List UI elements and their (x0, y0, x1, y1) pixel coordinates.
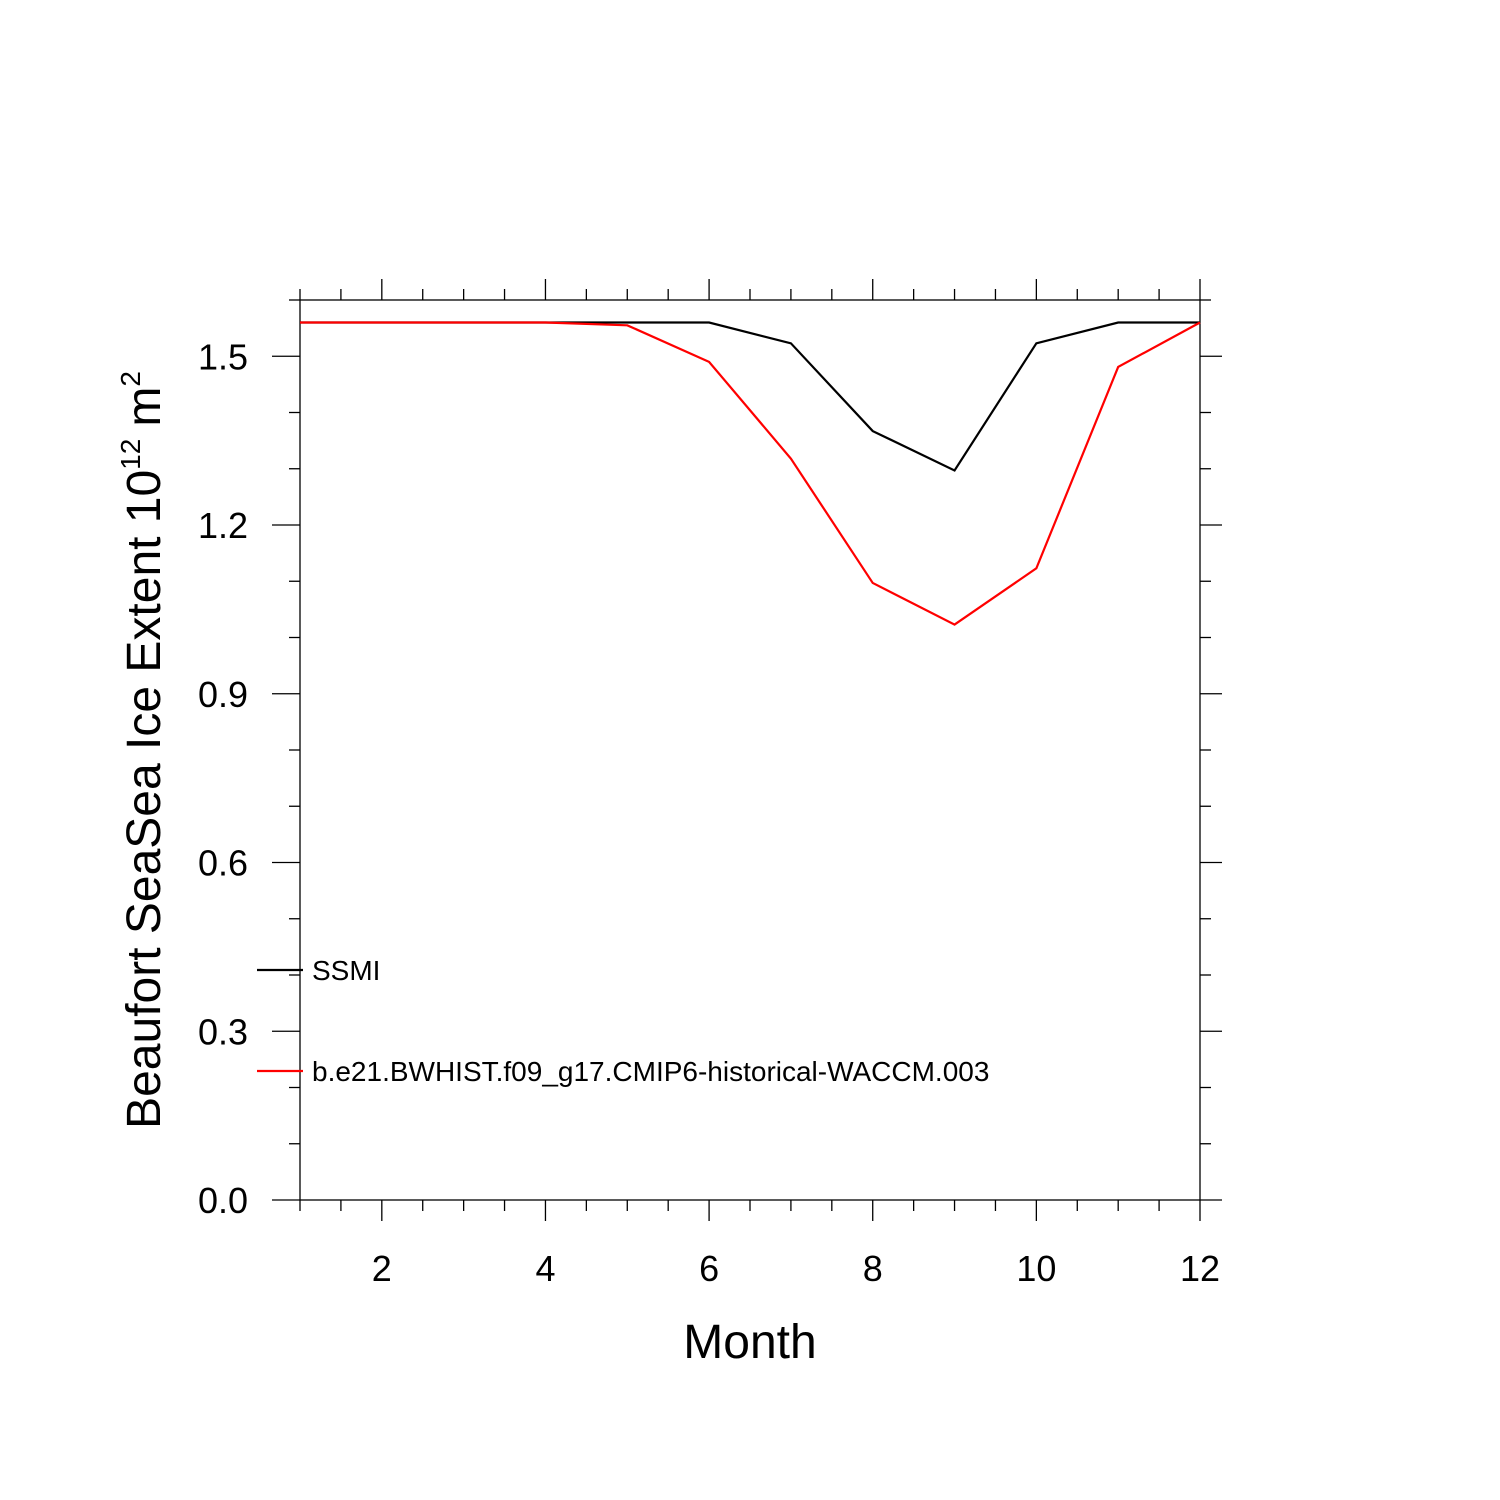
y-tick-label: 0.0 (198, 1180, 248, 1221)
y-axis-title: Beaufort SeaSea Ice Extent 1012 m2 (115, 371, 171, 1129)
x-tick-label: 12 (1180, 1248, 1220, 1289)
x-axis-title: Month (683, 1316, 816, 1369)
legend-label-ssmi: SSMI (312, 955, 380, 986)
x-tick-label: 8 (863, 1248, 883, 1289)
y-tick-label: 0.6 (198, 843, 248, 884)
y-axis-title-unit: m (118, 387, 171, 427)
y-tick-label: 0.3 (198, 1011, 248, 1052)
y-tick-label: 1.2 (198, 505, 248, 546)
plot-frame (299, 299, 1201, 1201)
x-tick-label: 10 (1016, 1248, 1056, 1289)
y-axis-title-exponent: 12 (115, 439, 146, 470)
series-lines (300, 321, 1201, 626)
y-tick-label: 0.9 (198, 674, 248, 715)
x-tick-label: 2 (372, 1248, 392, 1289)
axis-ticks (272, 279, 1222, 1221)
series-line-waccm (300, 321, 1201, 626)
legend: SSMI b.e21.BWHIST.f09_g17.CMIP6-historic… (257, 955, 989, 1087)
series-line-ssmi (300, 321, 1200, 472)
x-tick-label: 4 (535, 1248, 555, 1289)
y-axis-title-main: Beaufort SeaSea Ice Extent 10 (118, 470, 171, 1129)
y-axis-title-unit-exponent: 2 (115, 371, 146, 387)
legend-label-waccm: b.e21.BWHIST.f09_g17.CMIP6-historical-WA… (312, 1056, 989, 1087)
y-tick-label: 1.5 (198, 336, 248, 377)
tick-labels: 2 4 6 8 10 12 0.0 0.3 0.6 0.9 1.2 1.5 (198, 336, 1220, 1289)
x-tick-label: 6 (699, 1248, 719, 1289)
